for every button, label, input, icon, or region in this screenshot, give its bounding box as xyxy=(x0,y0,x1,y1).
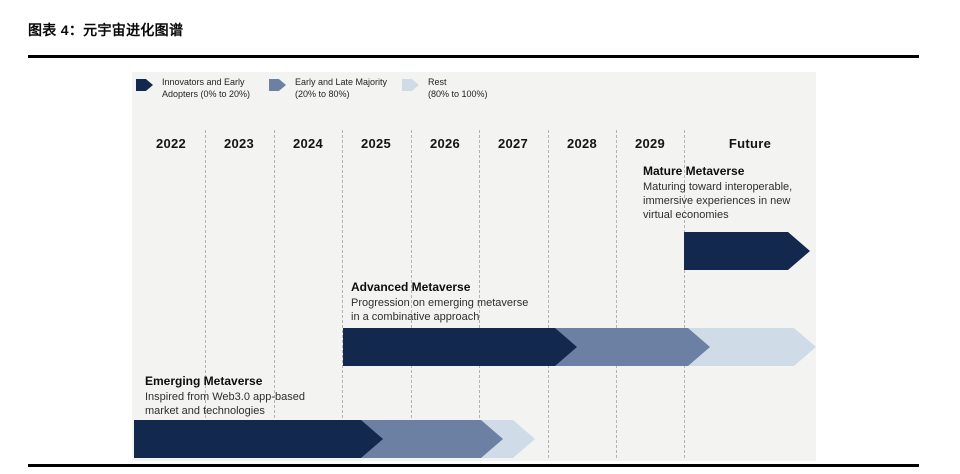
year-separator-line xyxy=(684,130,685,458)
year-label-2028: 2028 xyxy=(566,136,598,151)
legend-item-rest: Rest (80% to 100%) xyxy=(402,77,488,100)
figure-title: 图表 4：元宇宙进化图谱 xyxy=(28,22,184,38)
year-label-2029: 2029 xyxy=(634,136,666,151)
phase-name: Emerging Metaverse xyxy=(145,374,263,388)
legend-label: Early and Late Majority (20% to 80%) xyxy=(295,77,388,99)
phase-name: Advanced Metaverse xyxy=(351,280,471,294)
legend-label: Rest (80% to 100%) xyxy=(428,77,488,99)
year-label-future: Future xyxy=(728,136,772,151)
bottom-rule xyxy=(28,464,919,467)
phase-name: Mature Metaverse xyxy=(643,164,745,178)
top-rule xyxy=(28,55,919,58)
legend-label: Innovators and Early Adopters (0% to 20%… xyxy=(162,77,251,99)
year-separator-line xyxy=(205,130,206,458)
year-separator-line xyxy=(548,130,549,458)
arrow-right-icon xyxy=(269,79,286,91)
chart-panel: Innovators and Early Adopters (0% to 20%… xyxy=(132,72,816,461)
year-separator-line xyxy=(342,130,343,458)
year-label-2024: 2024 xyxy=(292,136,324,151)
advanced-metaverse-bar xyxy=(343,328,816,366)
year-separator-line xyxy=(411,130,412,458)
year-separator-line xyxy=(274,130,275,458)
mature-metaverse-label: Mature Metaverse Maturing toward interop… xyxy=(643,164,823,222)
year-label-2025: 2025 xyxy=(360,136,392,151)
legend-item-early-late-majority: Early and Late Majority (20% to 80%) xyxy=(269,77,387,100)
bar-segment-innovators xyxy=(684,232,810,270)
arrow-right-icon xyxy=(136,79,153,91)
bar-segment-innovators xyxy=(343,328,577,366)
phase-description: Inspired from Web3.0 app-based market an… xyxy=(145,391,305,417)
arrow-right-icon xyxy=(402,79,419,91)
mature-metaverse-bar xyxy=(684,232,810,270)
legend-item-innovators: Innovators and Early Adopters (0% to 20%… xyxy=(136,77,250,100)
phase-description: Progression on emerging metaverse in a c… xyxy=(351,297,529,323)
year-label-2027: 2027 xyxy=(497,136,529,151)
year-separator-line xyxy=(479,130,480,458)
emerging-metaverse-label: Emerging Metaverse Inspired from Web3.0 … xyxy=(145,374,385,418)
phase-description: Maturing toward interoperable, immersive… xyxy=(643,181,793,221)
year-separator-line xyxy=(616,130,617,458)
advanced-metaverse-label: Advanced Metaverse Progression on emergi… xyxy=(351,280,601,324)
year-label-2026: 2026 xyxy=(429,136,461,151)
year-label-2022: 2022 xyxy=(155,136,187,151)
year-label-2023: 2023 xyxy=(223,136,255,151)
emerging-metaverse-bar xyxy=(134,420,535,458)
bar-segment-innovators xyxy=(134,420,383,458)
